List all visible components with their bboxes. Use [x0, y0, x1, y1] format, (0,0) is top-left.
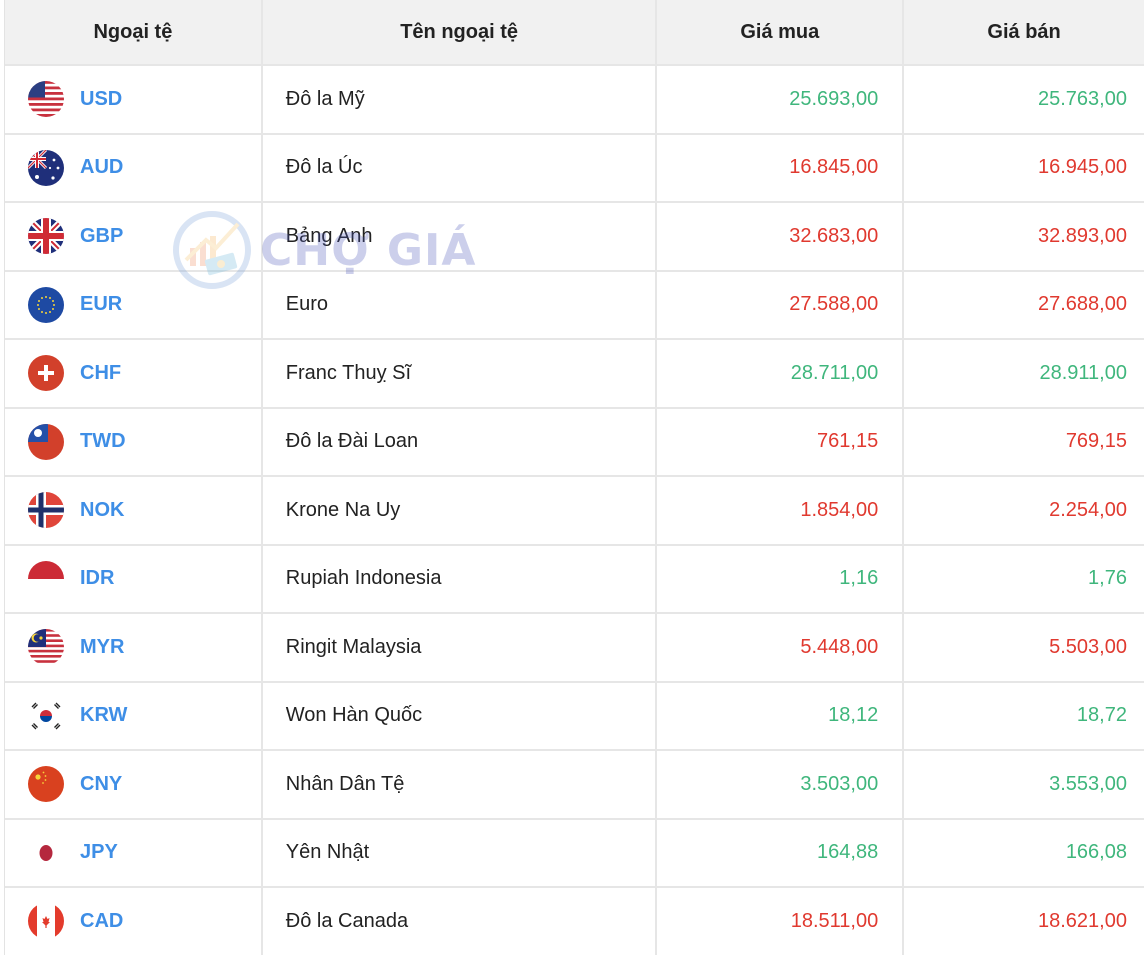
currency-code[interactable]: IDR	[80, 567, 115, 590]
buy-price: 164,88	[657, 819, 905, 886]
header-buy-price[interactable]: Giá mua	[657, 0, 905, 64]
sell-price: 28.911,00	[1039, 361, 1127, 384]
sell-price: 166,08	[1065, 841, 1127, 864]
table-row: NOK Krone Na Uy 1.854,00 2.254,00	[5, 477, 1144, 546]
exchange-rate-table: Ngoại tệ Tên ngoại tệ Giá mua Giá bán US…	[4, 0, 1144, 955]
currency-name: Nhân Dân Tệ	[263, 751, 658, 818]
table-row: MYR Ringit Malaysia 5.448,00 5.503,00	[5, 614, 1144, 683]
currency-name: Ringit Malaysia	[263, 614, 658, 681]
sell-price: 3.553,00	[1049, 772, 1127, 795]
sell-price: 18.621,00	[1038, 909, 1127, 932]
currency-code[interactable]: KRW	[80, 704, 128, 727]
buy-price: 3.503,00	[657, 751, 905, 818]
buy-price: 1,16	[657, 545, 905, 612]
buy-price: 18.511,00	[657, 888, 905, 955]
currency-code[interactable]: USD	[80, 87, 123, 110]
currency-name: Rupiah Indonesia	[263, 545, 658, 612]
currency-code[interactable]: MYR	[80, 635, 125, 658]
currency-name: Yên Nhật	[263, 819, 658, 886]
sell-price: 18,72	[1076, 704, 1127, 727]
au-flag-icon	[28, 149, 64, 186]
buy-price: 1.854,00	[657, 477, 905, 544]
currency-code[interactable]: CNY	[80, 772, 123, 795]
table-row: USD Đô la Mỹ 25.693,00 25.763,00	[5, 66, 1144, 135]
header-sell-price[interactable]: Giá bán	[987, 20, 1061, 43]
table-row: CNY Nhân Dân Tệ 3.503,00 3.553,00	[5, 751, 1144, 820]
ch-flag-icon	[28, 355, 64, 392]
currency-name: Franc Thuỵ Sĩ	[263, 340, 658, 407]
currency-name: Bảng Anh	[263, 203, 658, 270]
buy-price: 27.588,00	[657, 271, 905, 338]
currency-code[interactable]: NOK	[80, 498, 125, 521]
currency-name: Krone Na Uy	[263, 477, 658, 544]
table-row: CHF Franc Thuỵ Sĩ 28.711,00 28.911,00	[5, 340, 1144, 409]
my-flag-icon	[28, 629, 64, 666]
table-row: EUR Euro 27.588,00 27.688,00	[5, 271, 1144, 340]
table-header: Ngoại tệ Tên ngoại tệ Giá mua Giá bán	[5, 0, 1144, 66]
sell-price: 16.945,00	[1038, 156, 1127, 179]
buy-price: 25.693,00	[657, 66, 905, 133]
currency-code[interactable]: CAD	[80, 909, 124, 932]
sell-price: 769,15	[1065, 430, 1127, 453]
id-flag-icon	[28, 560, 64, 597]
no-flag-icon	[28, 492, 64, 529]
us-flag-icon	[28, 81, 64, 118]
ca-flag-icon	[28, 903, 64, 940]
currency-code[interactable]: EUR	[80, 293, 123, 316]
currency-code[interactable]: AUD	[80, 156, 124, 179]
buy-price: 28.711,00	[657, 340, 905, 407]
cn-flag-icon	[28, 766, 64, 803]
jp-flag-icon	[28, 834, 64, 871]
header-currency-name[interactable]: Tên ngoại tệ	[263, 0, 658, 64]
table-row: JPY Yên Nhật 164,88 166,08	[5, 819, 1144, 888]
sell-price: 1,76	[1088, 567, 1127, 590]
currency-code[interactable]: TWD	[80, 430, 126, 453]
table-row: AUD Đô la Úc 16.845,00 16.945,00	[5, 134, 1144, 203]
buy-price: 18,12	[657, 682, 905, 749]
table-row: TWD Đô la Đài Loan 761,15 769,15	[5, 408, 1144, 477]
currency-name: Đô la Mỹ	[263, 66, 658, 133]
currency-code[interactable]: GBP	[80, 224, 124, 247]
sell-price: 2.254,00	[1049, 498, 1127, 521]
sell-price: 25.763,00	[1038, 87, 1127, 110]
currency-name: Đô la Úc	[263, 134, 658, 201]
table-row: CAD Đô la Canada 18.511,00 18.621,00	[5, 888, 1144, 955]
table-row: KRW Won Hàn Quốc 18,12 18,72	[5, 682, 1144, 751]
buy-price: 5.448,00	[657, 614, 905, 681]
sell-price: 5.503,00	[1049, 635, 1127, 658]
currency-code[interactable]: CHF	[80, 361, 122, 384]
currency-name: Đô la Đài Loan	[263, 408, 658, 475]
header-currency-code[interactable]: Ngoại tệ	[5, 0, 263, 64]
sell-price: 27.688,00	[1038, 293, 1127, 316]
eu-flag-icon	[28, 286, 64, 323]
buy-price: 32.683,00	[657, 203, 905, 270]
table-row: GBP Bảng Anh 32.683,00 32.893,00	[5, 203, 1144, 272]
currency-code[interactable]: JPY	[80, 841, 118, 864]
currency-name: Đô la Canada	[263, 888, 658, 955]
table-row: IDR Rupiah Indonesia 1,16 1,76	[5, 545, 1144, 614]
currency-name: Euro	[263, 271, 658, 338]
tw-flag-icon	[28, 423, 64, 460]
currency-name: Won Hàn Quốc	[263, 682, 658, 749]
sell-price: 32.893,00	[1038, 224, 1127, 247]
buy-price: 16.845,00	[657, 134, 905, 201]
buy-price: 761,15	[657, 408, 905, 475]
kr-flag-icon	[28, 697, 64, 734]
uk-flag-icon	[28, 218, 64, 255]
